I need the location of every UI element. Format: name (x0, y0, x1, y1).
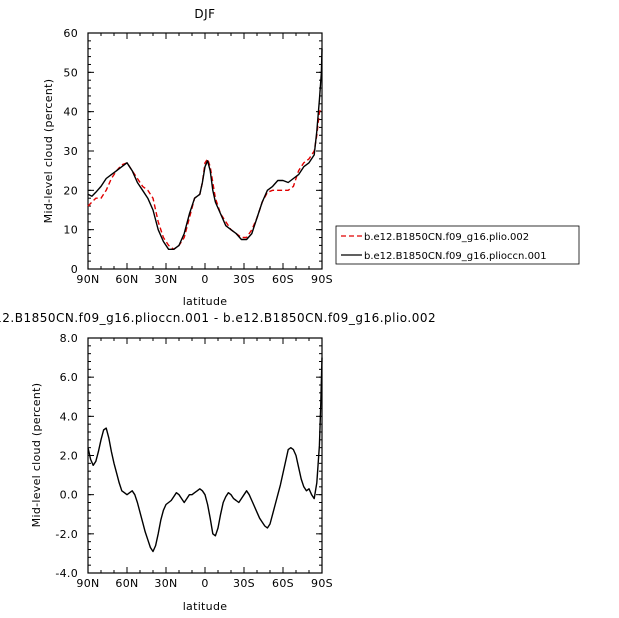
bottom-axis-ticks: 90N 60N 30N 0 30S 60S 90S -4.0 -2.0 0.0 2.0 4.0 6.0 8… (55, 332, 333, 590)
top-y-tick-label: 10 (63, 224, 78, 237)
bottom-y-tick-label: 4.0 (60, 410, 78, 423)
top-series-line-1 (87, 48, 323, 251)
bottom-x-tick-label: 0 (201, 577, 208, 590)
bottom-chart-title: b.e12.B1850CN.f09_g16.plioccn.001 - b.e1… (0, 311, 436, 325)
bottom-y-tick-label: -2.0 (55, 528, 78, 541)
bottom-series-group (87, 357, 323, 553)
top-chart-title: DJF (194, 7, 215, 21)
legend-label-plio: b.e12.B1850CN.f09_g16.plio.002 (364, 232, 529, 243)
bottom-series-line-0 (87, 357, 323, 553)
top-x-tick-label: 0 (201, 273, 208, 286)
top-y-tick-label: 30 (63, 145, 78, 158)
top-x-tick-label: 90N (76, 273, 99, 286)
bottom-y-tick-label: -4.0 (55, 567, 78, 580)
legend: b.e12.B1850CN.f09_g16.plio.002 b.e12.B18… (335, 225, 580, 265)
top-plot-frame (87, 32, 323, 270)
top-axis-ticks: 90N 60N 30N 0 30S 60S 90S 0 10 20 30 40 50 60 (63, 27, 333, 286)
bottom-y-tick-label: 6.0 (60, 371, 78, 384)
legend-label-plioccn: b.e12.B1850CN.f09_g16.plioccn.001 (364, 251, 547, 262)
bottom-x-tick-label: 60S (272, 577, 294, 590)
bottom-y-axis-label: Mid-level cloud (percent) (30, 383, 43, 528)
top-x-axis-label: latitude (183, 295, 228, 308)
top-x-tick-label: 90S (311, 273, 333, 286)
top-y-tick-label: 20 (63, 184, 78, 197)
top-y-tick-label: 40 (63, 106, 78, 119)
bottom-panel: b.e12.B1850CN.f09_g16.plioccn.001 - b.e1… (0, 311, 436, 613)
top-x-tick-label: 60S (272, 273, 294, 286)
top-x-tick-label: 30N (154, 273, 177, 286)
bottom-x-tick-label: 90N (76, 577, 99, 590)
bottom-x-tick-label: 60N (115, 577, 138, 590)
top-series-line-0 (87, 107, 323, 251)
bottom-x-tick-label: 90S (311, 577, 333, 590)
bottom-x-tick-label: 30S (233, 577, 255, 590)
top-y-tick-label: 60 (63, 27, 78, 40)
top-x-tick-label: 60N (115, 273, 138, 286)
legend-box (335, 225, 580, 265)
bottom-x-axis-label: latitude (183, 600, 228, 613)
bottom-x-tick-label: 30N (154, 577, 177, 590)
top-y-axis-label: Mid-level cloud (percent) (42, 79, 55, 224)
top-panel: DJF 90N 60N 30N 0 30S 60S 90S 0 10 20 30 40 50 60 lat… (42, 7, 580, 308)
top-y-tick-label: 50 (63, 66, 78, 79)
top-y-tick-label: 0 (71, 263, 78, 276)
bottom-y-tick-label: 0.0 (60, 489, 78, 502)
top-x-tick-label: 30S (233, 273, 255, 286)
bottom-y-tick-label: 8.0 (60, 332, 78, 345)
top-series-group (87, 48, 323, 251)
bottom-y-tick-label: 2.0 (60, 450, 78, 463)
